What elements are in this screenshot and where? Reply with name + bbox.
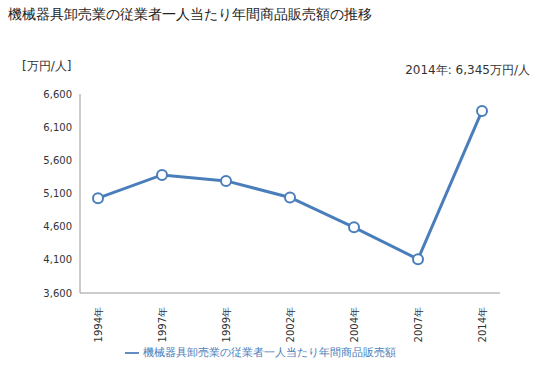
svg-text:2014年: 2014年 [477, 307, 488, 342]
svg-text:2002年: 2002年 [285, 307, 296, 342]
html-text:2014年: 6,345万円/人: 2014年: 6,345万円/人 [405, 63, 530, 77]
svg-text:6,100: 6,100 [43, 122, 72, 133]
svg-text:4,600: 4,600 [43, 221, 72, 232]
svg-text:5,100: 5,100 [43, 188, 72, 199]
svg-text:2007年: 2007年 [413, 307, 424, 342]
svg-text:5,600: 5,600 [43, 155, 72, 166]
svg-text:3,600: 3,600 [43, 288, 72, 299]
svg-text:4,100: 4,100 [43, 254, 72, 265]
html-text:[万円/人]: [万円/人] [22, 59, 72, 73]
svg-text:1994年: 1994年 [93, 307, 104, 342]
svg-text:6,600: 6,600 [43, 89, 72, 100]
html-text:機械器具卸売業の従業者一人当たり年間商品販売額: 機械器具卸売業の従業者一人当たり年間商品販売額 [142, 346, 396, 359]
svg-text:1999年: 1999年 [221, 307, 232, 342]
svg-text:2004年: 2004年 [349, 307, 360, 342]
svg-text:1997年: 1997年 [157, 307, 168, 342]
html-text:機械器具卸売業の従業者一人当たり年間商品販売額の推移: 機械器具卸売業の従業者一人当たり年間商品販売額の推移 [8, 6, 372, 22]
